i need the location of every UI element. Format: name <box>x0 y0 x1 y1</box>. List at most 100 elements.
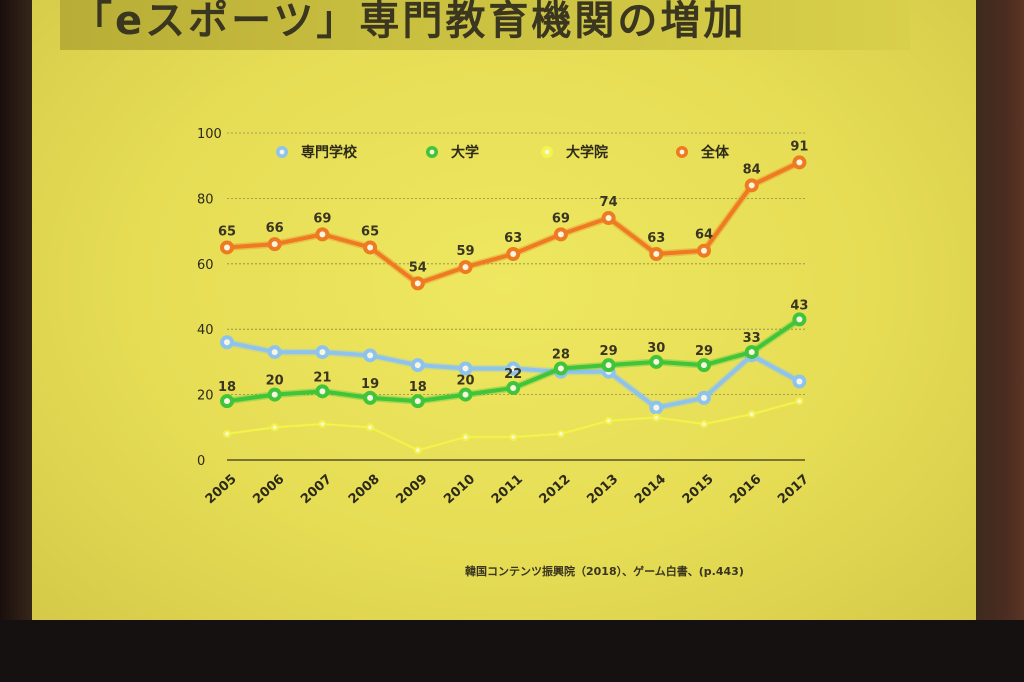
data-label: 66 <box>266 221 284 236</box>
data-point-inner <box>510 385 517 392</box>
series-lines: 18 20 21 19 18 20 22 28 29 30 29 33 43 65 66 69 65 54 59 63… <box>218 139 808 455</box>
y-tick-label: 40 <box>197 323 214 338</box>
data-point-inner <box>224 244 230 251</box>
data-point-inner <box>796 378 803 385</box>
data-point-inner <box>701 394 707 401</box>
data-point-inner <box>462 391 469 398</box>
data-label: 29 <box>600 344 618 359</box>
data-point-inner <box>319 349 326 356</box>
data-label: 19 <box>361 377 379 392</box>
x-tick-label: 2012 <box>537 472 574 507</box>
projected-slide: 「eスポーツ」専門教育機関の増加 0 20 40 60 80 100 2005 2006 20… <box>32 0 976 632</box>
data-label: 63 <box>647 231 665 246</box>
data-point-inner <box>368 425 372 430</box>
legend-marker-center <box>544 149 550 155</box>
series-group: 65 66 69 65 54 59 63 69 74 63 64 84 91 <box>218 139 808 291</box>
data-point-inner <box>748 349 755 356</box>
data-point-inner <box>319 231 326 238</box>
data-label: 69 <box>552 211 570 226</box>
data-point-inner <box>796 316 803 323</box>
data-label: 29 <box>695 344 713 359</box>
data-label: 64 <box>695 228 713 243</box>
legend-marker-center <box>679 149 685 155</box>
data-label: 18 <box>218 380 236 395</box>
data-label: 91 <box>790 139 808 154</box>
data-point-inner <box>510 250 517 257</box>
data-point-inner <box>272 425 277 430</box>
data-point-inner <box>797 399 802 403</box>
data-point-inner <box>796 159 803 166</box>
data-point-inner <box>749 412 754 417</box>
data-point-inner <box>271 241 278 248</box>
data-point-inner <box>367 352 374 359</box>
series-group: 18 20 21 19 18 20 22 28 29 30 29 33 43 <box>218 298 808 409</box>
legend-label: 大学院 <box>566 144 608 161</box>
y-axis: 0 20 40 60 80 100 <box>197 127 222 469</box>
data-label: 43 <box>790 298 808 313</box>
x-tick-label: 2007 <box>298 472 335 507</box>
data-point-inner <box>414 280 421 287</box>
data-point-inner <box>653 250 660 257</box>
x-tick-label: 2013 <box>584 472 621 507</box>
data-point-inner <box>510 365 517 372</box>
data-label: 18 <box>409 380 427 395</box>
x-tick-label: 2009 <box>394 472 431 507</box>
x-tick-label: 2014 <box>632 472 669 507</box>
data-label: 28 <box>552 347 570 362</box>
data-point-inner <box>462 365 469 372</box>
data-point-inner <box>557 365 564 372</box>
data-point-inner <box>606 418 611 423</box>
data-label: 69 <box>313 211 331 226</box>
x-tick-label: 2010 <box>441 472 478 507</box>
x-tick-label: 2011 <box>489 472 526 507</box>
legend-item: 大学院 <box>541 144 608 161</box>
data-point-inner <box>225 432 229 436</box>
data-point-inner <box>319 388 326 395</box>
gridlines <box>227 132 805 461</box>
data-point-inner <box>559 432 563 436</box>
data-label: 20 <box>266 374 284 389</box>
legend-item: 全体 <box>676 144 730 161</box>
legend-label: 専門学校 <box>301 144 358 161</box>
data-point-inner <box>224 339 230 346</box>
data-point-inner <box>416 448 420 452</box>
data-point-inner <box>271 391 278 398</box>
x-axis: 2005 2006 2007 2008 2009 2010 2011 2012 2013 2014… <box>203 472 812 507</box>
data-label: 65 <box>218 224 236 239</box>
y-tick-label: 20 <box>197 389 214 404</box>
data-point-inner <box>701 362 707 369</box>
x-tick-label: 2017 <box>775 472 812 507</box>
data-point-inner <box>320 422 325 426</box>
y-tick-label: 60 <box>197 258 214 273</box>
bottom-dark-bar <box>0 620 1024 682</box>
data-point-inner <box>605 215 612 222</box>
x-tick-label: 2005 <box>203 472 240 507</box>
series-group <box>223 397 804 455</box>
room-background-right <box>976 0 1024 640</box>
data-point-inner <box>271 349 278 356</box>
data-point-inner <box>748 182 755 189</box>
room-background-left <box>0 0 36 620</box>
y-tick-label: 0 <box>197 454 205 469</box>
data-label: 22 <box>504 367 522 382</box>
data-point-inner <box>653 358 660 365</box>
data-point-inner <box>462 264 469 271</box>
data-label: 59 <box>456 244 474 259</box>
title-band <box>60 0 910 50</box>
data-label: 30 <box>647 341 665 356</box>
slide-title: 「eスポーツ」専門教育機関の増加 <box>72 0 747 44</box>
x-tick-label: 2015 <box>680 472 717 507</box>
data-point-inner <box>557 231 564 238</box>
legend-label: 全体 <box>700 144 730 161</box>
data-point-inner <box>463 435 468 439</box>
data-point-inner <box>414 398 421 405</box>
data-label: 54 <box>409 260 427 275</box>
data-point-inner <box>367 244 374 251</box>
data-point-inner <box>414 362 421 369</box>
data-label: 63 <box>504 231 522 246</box>
legend-item: 大学 <box>426 144 479 161</box>
x-tick-label: 2008 <box>346 472 383 507</box>
legend-item: 専門学校 <box>276 144 358 161</box>
data-point-inner <box>367 394 374 401</box>
